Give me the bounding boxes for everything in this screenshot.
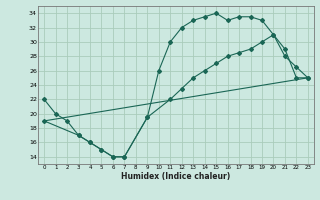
X-axis label: Humidex (Indice chaleur): Humidex (Indice chaleur): [121, 172, 231, 181]
